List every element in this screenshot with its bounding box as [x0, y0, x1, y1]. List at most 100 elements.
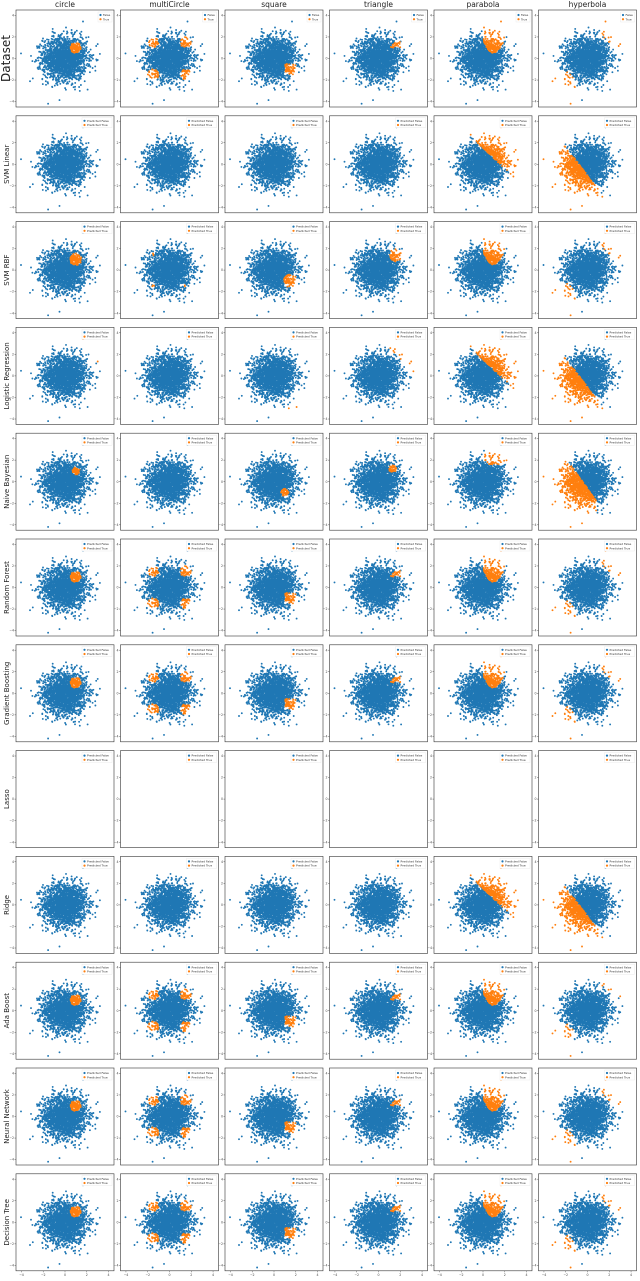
legend-label-0: Predicted False [296, 436, 318, 440]
legend-box [604, 435, 635, 446]
legend-marker-1 [605, 970, 609, 973]
ytick-label: −4 [323, 206, 328, 210]
legend-label-0: Predicted False [296, 1177, 318, 1181]
ytick-label: −4 [9, 946, 14, 950]
ytick-label: −2 [9, 184, 14, 188]
ytick-label: 4 [534, 13, 536, 17]
ytick-label: 4 [325, 966, 327, 970]
legend-label-0: Predicted False [192, 331, 214, 335]
series-true-points [389, 40, 402, 49]
legend-label-1: Predicted True [401, 1075, 422, 1079]
series-true-points [280, 487, 290, 497]
series-false-points [124, 866, 206, 952]
legend-marker-1 [83, 547, 86, 550]
ytick-label: 2 [116, 141, 118, 145]
legend-label-0: Predicted False [505, 648, 527, 652]
ytick-label: 2 [430, 881, 432, 885]
legend-marker-1 [83, 335, 86, 338]
legend-box [81, 117, 113, 128]
legend-box [81, 1175, 113, 1186]
series-true-points [287, 406, 298, 410]
ytick-label: −2 [427, 607, 432, 611]
ytick-label: 0 [12, 1220, 14, 1224]
ytick-label: 2 [325, 35, 327, 39]
ytick-label: −2 [532, 1136, 537, 1140]
legend-label-0: Predicted False [505, 225, 527, 229]
ytick-label: 2 [325, 987, 327, 991]
series-false-points [20, 866, 101, 952]
legend-label-0: Predicted False [505, 1071, 527, 1075]
ytick-label: −4 [532, 1264, 537, 1268]
legend-label-0: Predicted False [610, 965, 632, 969]
row-label-dataset: Dataset [0, 35, 13, 82]
ytick-label: 4 [430, 331, 432, 335]
legend-marker-0 [187, 225, 191, 228]
series-false-points [20, 1078, 101, 1163]
series-false-points [124, 126, 206, 211]
legend-box [499, 752, 531, 763]
series-false-points [438, 980, 519, 1057]
ytick-label: −2 [323, 925, 328, 929]
column-title-hyperbola: hyperbola [569, 0, 607, 9]
legend-marker-0 [187, 119, 191, 122]
row-label-ada-boost: Ada Boost [3, 993, 11, 1029]
ytick-label: −4 [9, 629, 14, 633]
legend-marker-1 [396, 441, 400, 444]
series-true-points [146, 988, 192, 1033]
ytick-label: −4 [9, 840, 14, 844]
ytick-label: −4 [114, 1158, 119, 1162]
ytick-label: 4 [12, 13, 14, 17]
legend-marker-1 [605, 1181, 609, 1185]
series-true-points [69, 1100, 82, 1112]
ytick-label: 2 [12, 1199, 14, 1203]
ytick-label: 0 [221, 162, 223, 166]
legend-marker-1 [83, 229, 86, 232]
ytick-label: −2 [218, 396, 223, 400]
legend-box [411, 11, 426, 23]
ytick-label: 4 [221, 1177, 223, 1181]
ytick-label: −2 [114, 713, 119, 717]
legend-box [186, 752, 217, 763]
ytick-label: 2 [116, 564, 118, 568]
ytick-label: 2 [116, 35, 118, 39]
series-false-points [542, 1084, 624, 1160]
legend-box [515, 11, 531, 23]
legend-box [290, 964, 322, 975]
ytick-label: 2 [534, 247, 536, 251]
legend-label-1: Predicted True [610, 970, 631, 974]
ytick-label: 4 [221, 542, 223, 546]
ytick-label: 0 [430, 1115, 432, 1119]
legend-marker-0 [203, 13, 207, 17]
legend-box [186, 858, 217, 869]
legend-box [604, 752, 635, 763]
series-true-points [482, 20, 506, 54]
legend-marker-0 [501, 331, 504, 334]
series-false-points [542, 238, 624, 313]
legend-marker-1 [605, 864, 609, 867]
legend-box [395, 540, 426, 552]
legend-marker-1 [83, 970, 86, 973]
series-false-points [438, 136, 510, 211]
legend-label-0: Predicted False [505, 119, 527, 123]
ytick-label: 2 [534, 670, 536, 674]
ytick-label: 4 [116, 542, 118, 546]
ytick-label: −2 [323, 396, 328, 400]
legend-box [290, 223, 322, 234]
series-false-points [229, 443, 310, 528]
ytick-label: −4 [218, 1158, 223, 1162]
ytick-label: −4 [114, 1052, 119, 1056]
legend-label-0: Predicted False [87, 860, 109, 864]
legend-box [499, 223, 531, 234]
series-false-points [20, 232, 101, 317]
